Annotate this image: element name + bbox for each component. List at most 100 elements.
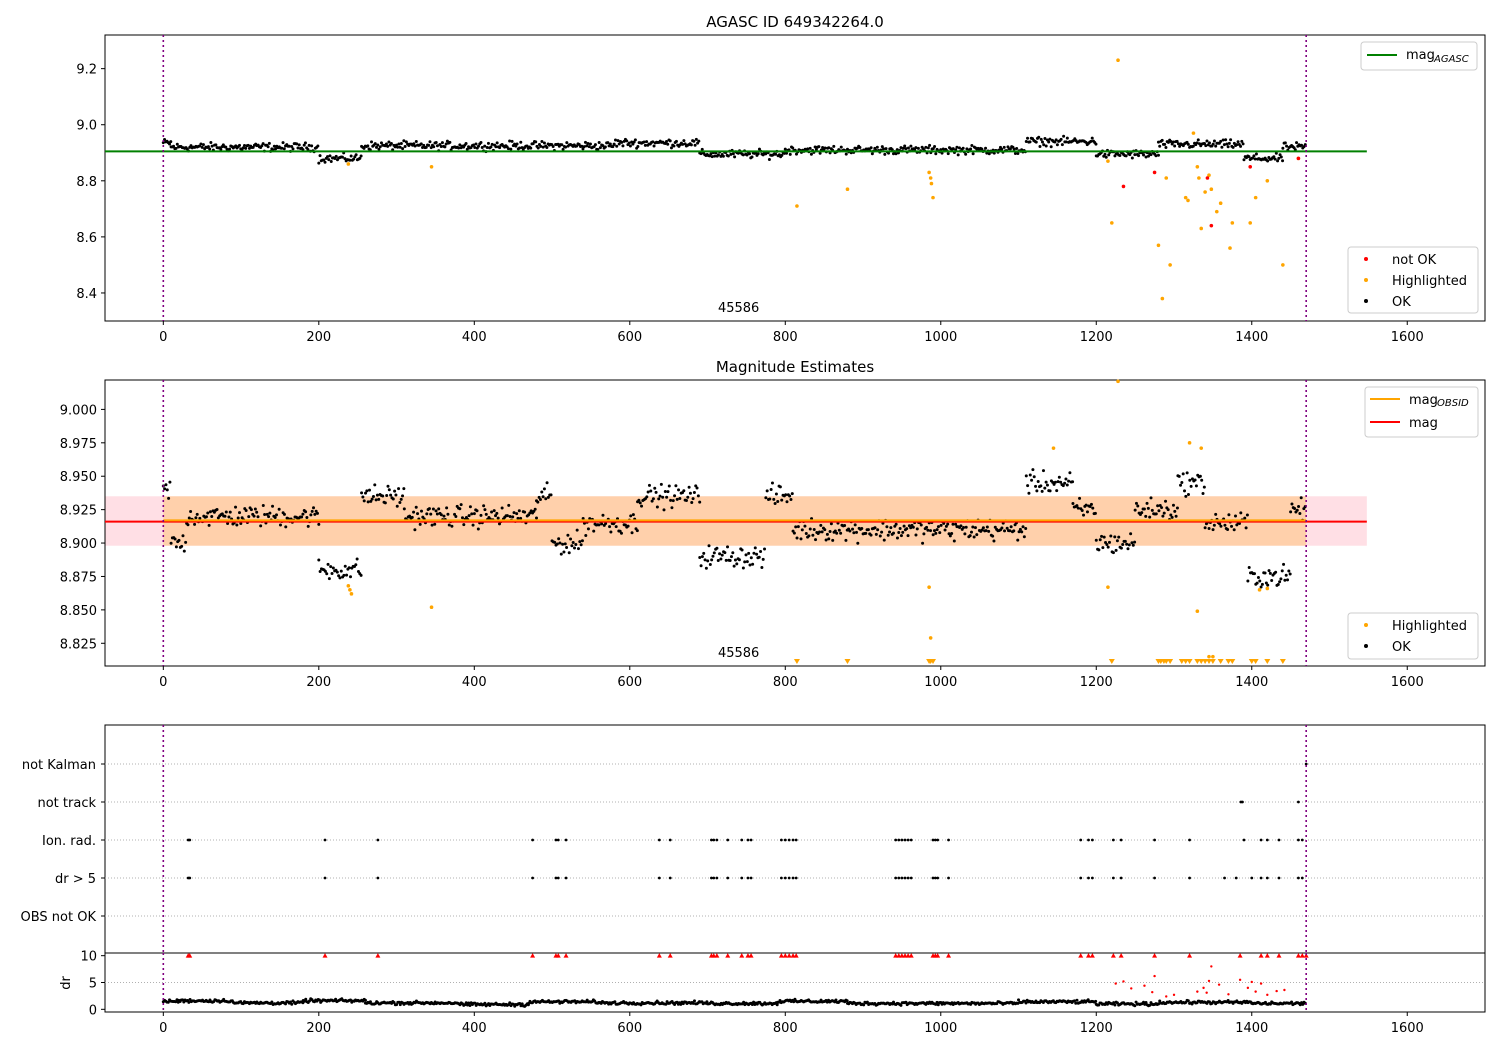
panel2-lowlimit-marker [1163, 659, 1170, 664]
panel2-ok-point [646, 490, 650, 494]
panel1-legend-line-label: mag [1406, 48, 1435, 63]
panel3-flag-point [791, 876, 795, 880]
panel2-ok-point [1230, 524, 1234, 528]
panel2-ok-point [458, 507, 462, 511]
panel2-ok-point [911, 525, 915, 529]
panel2-ok-point [1041, 469, 1045, 473]
panel1-ok-point [169, 140, 173, 144]
panel4-dr-point [1290, 1000, 1294, 1004]
panel2-title: Magnitude Estimates [716, 358, 874, 376]
panel1-ok-point [340, 155, 344, 159]
panel2-ok-point [317, 522, 321, 526]
panel2-ok-point [964, 525, 968, 529]
panel2-ok-point [718, 552, 722, 556]
panel4-dr-point [317, 998, 321, 1002]
panel2-ok-point [1282, 562, 1286, 566]
panel2-ok-point [1239, 511, 1243, 515]
panel2-ok-point [460, 516, 464, 520]
panel2-ok-point [640, 504, 644, 508]
panel1-ok-point [588, 142, 592, 146]
panel2-xtick-label: 0 [159, 675, 167, 690]
panel2-ok-point [1093, 511, 1097, 515]
panel2-ok-point [1258, 579, 1262, 583]
panel1-ok-point [402, 139, 406, 143]
panel2-ok-point [848, 529, 852, 533]
panel1-ok-point [401, 147, 405, 151]
panel3-flag-point [564, 876, 568, 880]
panel4-dr-point [904, 1000, 908, 1004]
panel1-ok-point [603, 145, 607, 149]
panel1-ok-point [858, 146, 862, 150]
panel1-ok-point [1278, 153, 1282, 157]
panel4-dr-outlier [1238, 978, 1242, 982]
panel2-ok-point [315, 511, 319, 515]
panel2-ok-point [210, 515, 214, 518]
panel1-ok-point [443, 145, 447, 149]
panel1-ok-point [1012, 147, 1016, 151]
panel3-flag-point [783, 838, 787, 842]
panel1-ok-point [379, 141, 383, 145]
panel2-ok-point [951, 522, 955, 526]
panel2-ok-point [534, 516, 538, 520]
panel1-ok-point [506, 147, 510, 151]
panel1-ok-point [939, 148, 943, 152]
panel2-ok-point [418, 522, 422, 526]
panel2-ok-point [1100, 534, 1104, 538]
panel1-ok-point [1239, 144, 1243, 148]
panel2-ok-point [1288, 572, 1292, 576]
panel2-ok-point [747, 551, 751, 555]
panel2-ok-point [637, 498, 641, 502]
panel1-ok-point [666, 142, 670, 146]
panel2-ok-point [462, 523, 466, 527]
panel2-ok-point [662, 508, 666, 512]
panel3-flag-point [1153, 876, 1156, 880]
panel1-ok-point [914, 146, 918, 150]
panel2-ok-point [567, 551, 571, 555]
panel1-ok-point [448, 140, 452, 144]
panel1-ok-point [310, 144, 314, 148]
panel2-ok-point [1071, 480, 1075, 484]
panel3-flag-point [947, 876, 950, 880]
panel4-capped-marker [725, 953, 731, 958]
panel1-ok-point [374, 145, 378, 149]
panel1-ok-point [700, 147, 704, 151]
panel4-dr-outlier [1114, 982, 1117, 985]
panel1-ok-point [354, 153, 358, 157]
panel2-ok-point [1119, 546, 1123, 550]
panel2-ytick-label: 8.925 [60, 504, 97, 519]
panel1-ok-point [710, 155, 714, 159]
panel2-lowlimit-marker [930, 659, 936, 664]
panel2-ok-point [163, 487, 167, 491]
panel1-ok-point [378, 145, 382, 149]
panel2-highlighted-point [346, 584, 351, 588]
panel2-ok-point [586, 527, 590, 531]
panel1-highlighted-point [1248, 221, 1253, 225]
panel2-ok-point [1012, 529, 1016, 533]
panel2-ok-point [227, 515, 231, 519]
panel2-ok-point [1256, 575, 1260, 579]
panel2-ok-point [663, 489, 667, 493]
panel2-ok-point [238, 511, 242, 515]
panel2-ok-point [1115, 539, 1119, 543]
panel2-ok-point [823, 528, 827, 532]
panel1-ok-point [965, 147, 969, 151]
panel1-ok-point [984, 146, 988, 150]
panel2-ok-point [1106, 545, 1110, 549]
panel3-flag-point [1079, 876, 1083, 880]
panel2-ok-point [557, 537, 561, 541]
panel2-ok-point [318, 570, 322, 574]
panel1-ok-point [322, 158, 326, 162]
panel2-ok-point [204, 515, 208, 519]
panel1-ok-point [1281, 146, 1285, 150]
panel2-ok-point [437, 507, 441, 511]
panel1-ok-point [1178, 144, 1182, 148]
panel1-ok-point [317, 161, 321, 165]
panel4-dr-outlier [1165, 995, 1168, 998]
panel2-ok-point [397, 487, 401, 491]
panel2-ok-point [992, 539, 996, 543]
panel2-ok-point [1183, 489, 1187, 493]
panel1-ok-point [509, 147, 513, 151]
panel2-ok-point [948, 534, 952, 538]
panel3-flag-point [668, 876, 672, 880]
panel1-ok-point [1169, 140, 1173, 144]
